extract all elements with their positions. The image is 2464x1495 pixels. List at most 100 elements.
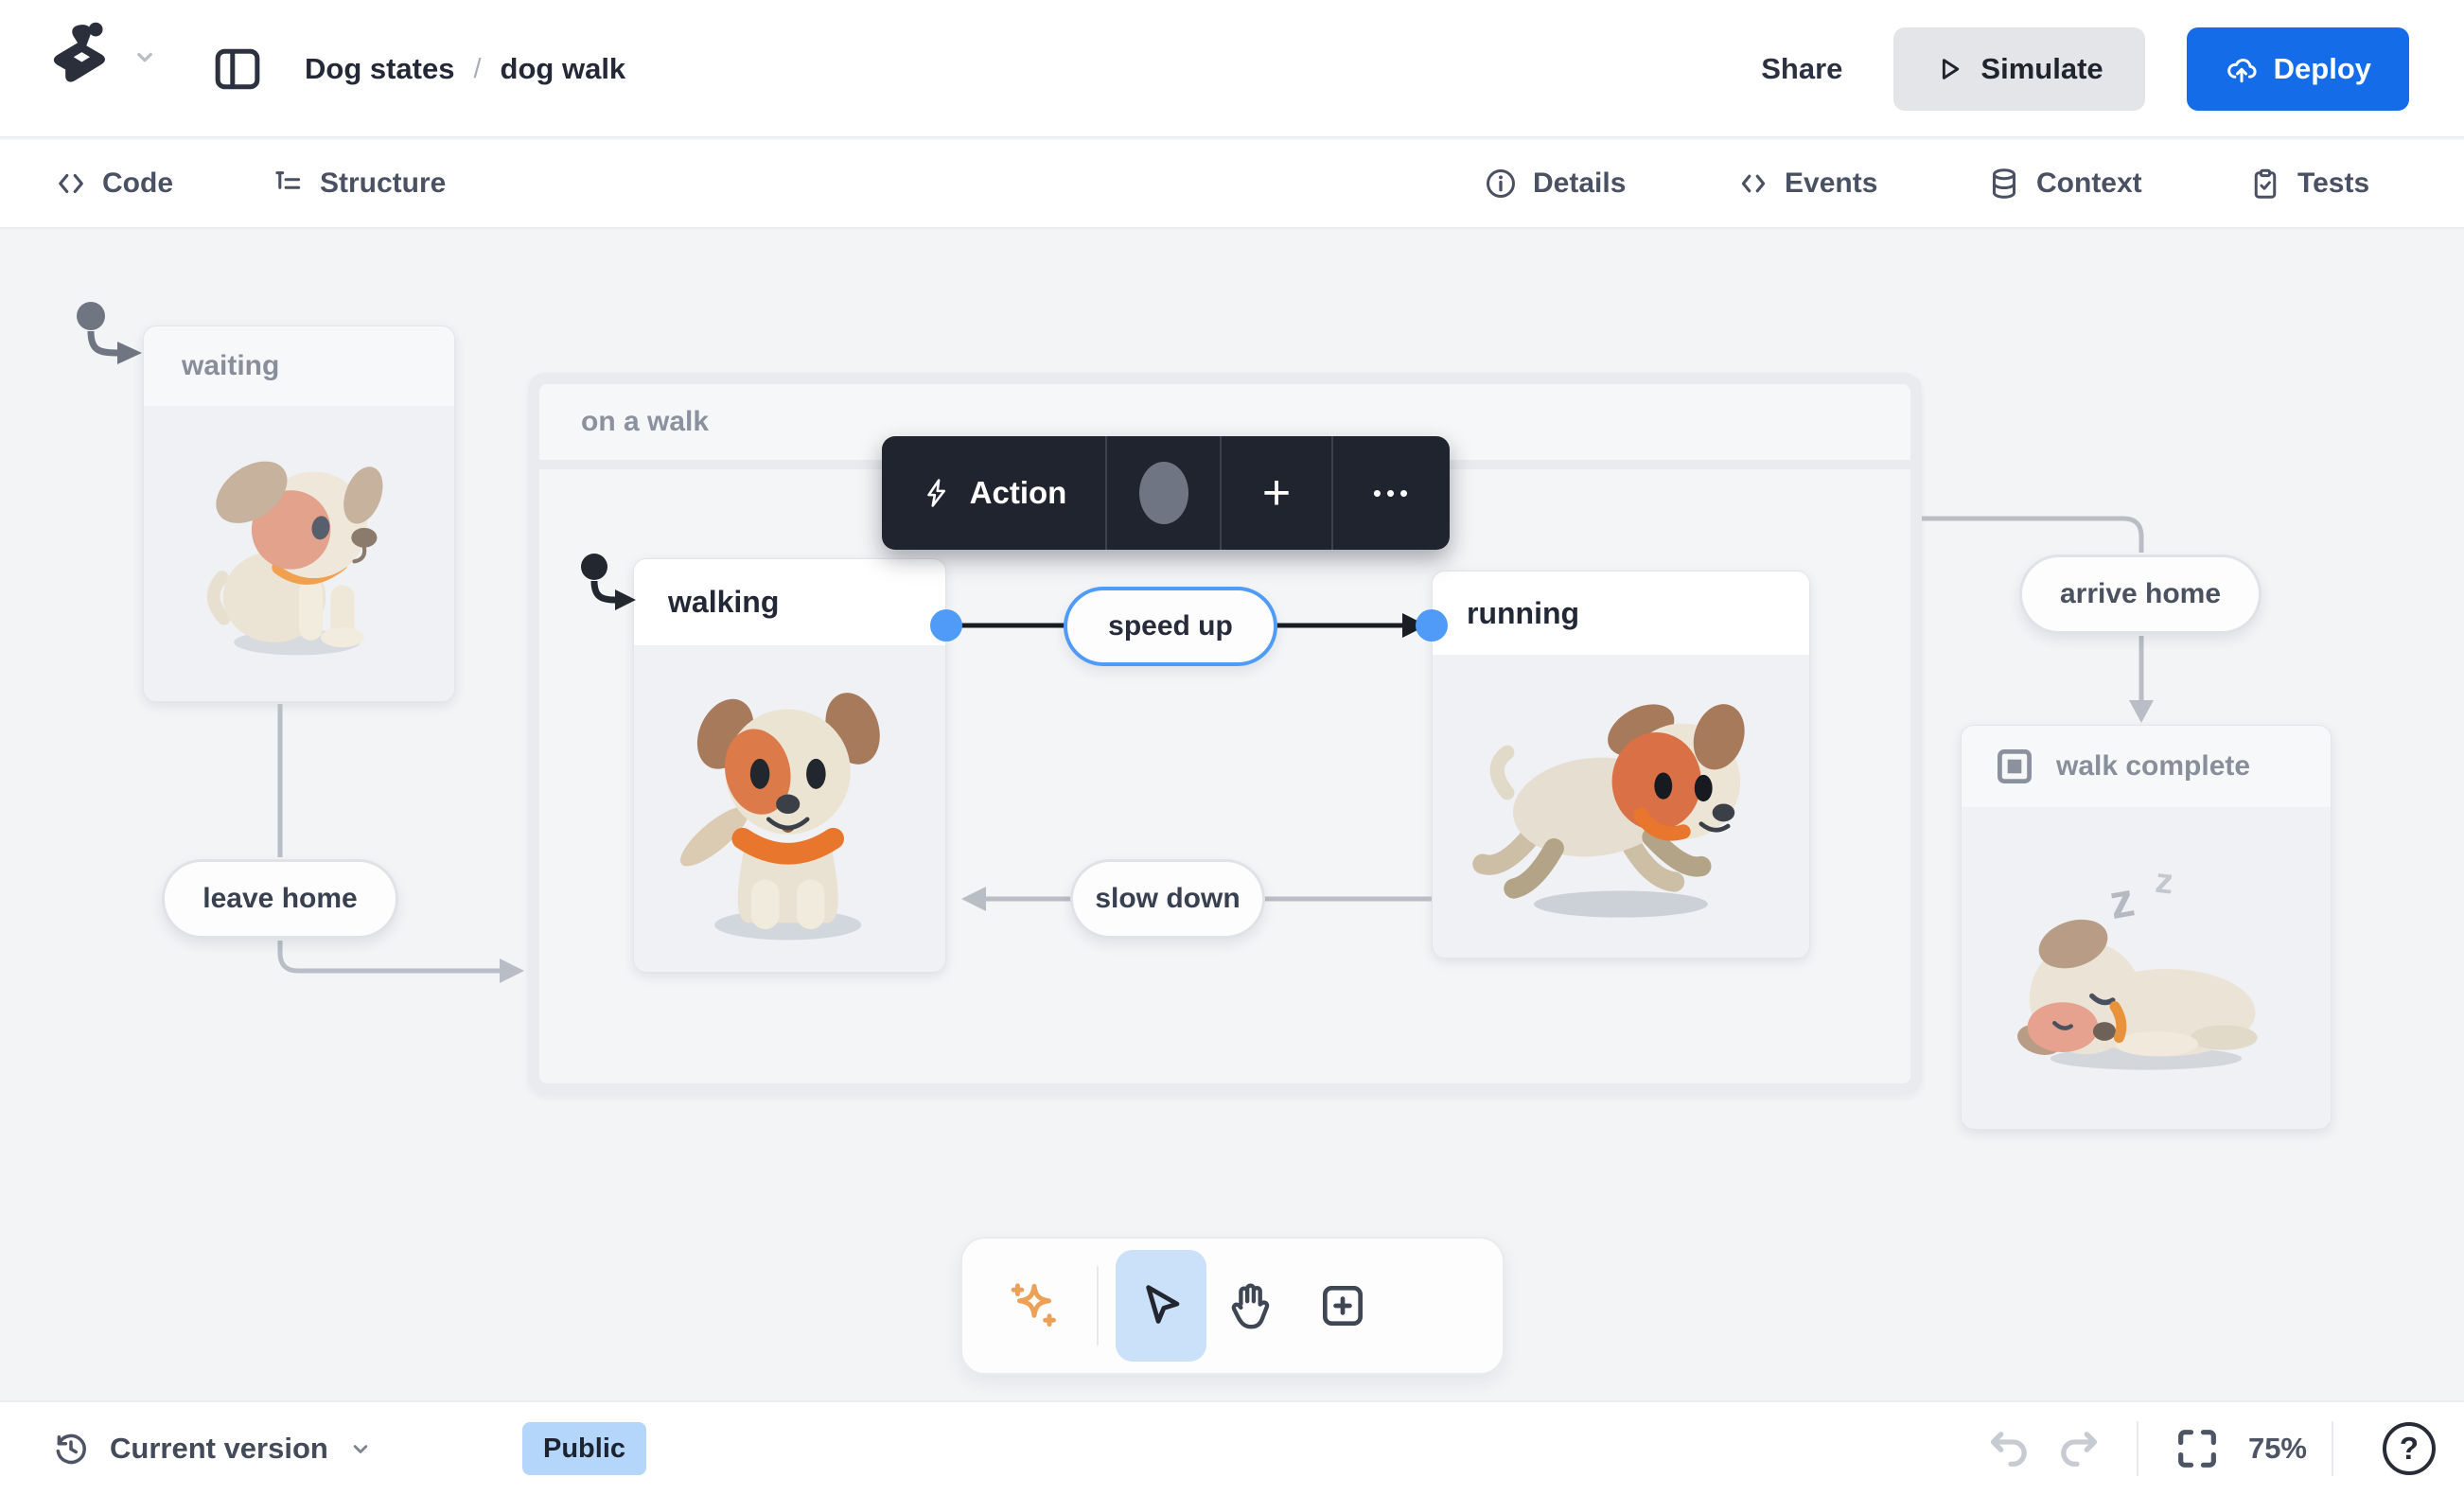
- state-header: waiting: [144, 326, 454, 406]
- footer-controls: 75% ?: [1976, 1402, 2436, 1495]
- select-tool-button[interactable]: [1116, 1250, 1206, 1362]
- header-actions: Share Simulate Deploy: [1751, 0, 2409, 138]
- transition-leave-home[interactable]: leave home: [162, 859, 398, 939]
- sleep-z-large: z: [2105, 872, 2138, 930]
- breadcrumb-machine[interactable]: dog walk: [500, 52, 626, 85]
- state-header: running: [1433, 572, 1809, 655]
- footer-bar: Current version Public: [0, 1400, 2464, 1495]
- state-label-walk-complete: walk complete: [2056, 750, 2251, 782]
- details-icon: [1487, 169, 1515, 198]
- breadcrumb: Dog states / dog walk: [305, 0, 625, 138]
- add-state-tool-button[interactable]: [1297, 1250, 1388, 1362]
- fullscreen-icon: [2178, 1430, 2216, 1468]
- tab-structure[interactable]: Structure: [273, 140, 446, 227]
- state-label-waiting: waiting: [182, 350, 280, 381]
- transition-speed-up[interactable]: speed up: [1064, 587, 1277, 666]
- tab-context[interactable]: Context: [1987, 140, 2142, 227]
- footer-divider: [2332, 1421, 2333, 1476]
- undo-button[interactable]: [1976, 1415, 2044, 1483]
- sleeping-puppy-image: z z: [2017, 860, 2258, 1070]
- deploy-label: Deploy: [2273, 52, 2371, 85]
- code-icon: [59, 173, 83, 194]
- chevron-down-icon: [137, 52, 152, 62]
- state-label-running: running: [1467, 595, 1580, 630]
- undo-icon: [1990, 1432, 2027, 1468]
- deploy-button[interactable]: Deploy: [2186, 27, 2409, 111]
- tab-context-label: Context: [2036, 167, 2142, 199]
- transition-label: leave home: [202, 883, 358, 914]
- sleep-z-small: z: [2154, 860, 2175, 902]
- workspace-menu[interactable]: [47, 19, 159, 95]
- play-icon: [1943, 59, 1960, 79]
- lightning-icon: [926, 479, 945, 507]
- state-header: walking: [634, 559, 945, 645]
- tab-code[interactable]: Code: [55, 140, 173, 227]
- version-picker[interactable]: Current version: [51, 1402, 374, 1495]
- state-label-walking: walking: [668, 585, 780, 619]
- palette-divider: [1097, 1266, 1099, 1346]
- tab-tests[interactable]: Tests: [2248, 140, 2369, 227]
- stately-logo-icon: [53, 22, 105, 82]
- edge-arrive-home-to-walk-complete: [2129, 636, 2154, 723]
- breadcrumb-project[interactable]: Dog states: [305, 52, 455, 85]
- state-color-button[interactable]: [1105, 436, 1220, 550]
- footer-divider: [2136, 1421, 2138, 1476]
- selection-action-toolbar: Action + •••: [882, 436, 1450, 550]
- visibility-badge[interactable]: Public: [522, 1422, 647, 1475]
- tab-structure-label: Structure: [320, 167, 447, 199]
- share-button[interactable]: Share: [1761, 52, 1843, 85]
- hand-pan-icon: [1231, 1283, 1270, 1329]
- state-body: [634, 645, 945, 972]
- state-node-waiting[interactable]: waiting: [143, 325, 455, 702]
- state-node-running[interactable]: running: [1432, 571, 1810, 959]
- sidebar-panel-icon: [215, 48, 260, 90]
- transition-arrive-home[interactable]: arrive home: [2019, 554, 2262, 634]
- top-header: Dog states / dog walk Share Simulate Dep…: [0, 0, 2464, 138]
- more-options-button[interactable]: •••: [1331, 436, 1448, 550]
- simulate-button[interactable]: Simulate: [1893, 27, 2145, 111]
- context-database-icon: [1993, 168, 2015, 199]
- zoom-level[interactable]: 75%: [2247, 1432, 2307, 1465]
- tab-events-label: Events: [1785, 167, 1878, 199]
- state-node-walking[interactable]: walking: [633, 558, 946, 973]
- fullscreen-button[interactable]: [2163, 1415, 2231, 1483]
- walking-puppy-image: [679, 693, 880, 941]
- machine-canvas[interactable]: on a walk: [0, 229, 2464, 1400]
- canvas-tool-palette: [960, 1237, 1505, 1375]
- version-label: Current version: [110, 1432, 328, 1465]
- add-element-button[interactable]: +: [1220, 436, 1331, 550]
- tab-code-label: Code: [102, 167, 173, 199]
- state-body: [144, 406, 454, 701]
- add-state-icon: [1323, 1286, 1363, 1326]
- state-header: walk complete: [1962, 726, 2331, 807]
- state-node-walk-complete[interactable]: walk complete z z: [1961, 725, 2332, 1130]
- simulate-label: Simulate: [1980, 52, 2103, 85]
- add-action-button[interactable]: Action: [882, 436, 1105, 550]
- help-button[interactable]: ?: [2383, 1422, 2436, 1475]
- chevron-down-icon: [353, 1445, 368, 1453]
- transition-label: speed up: [1108, 610, 1233, 642]
- pan-tool-button[interactable]: [1206, 1250, 1297, 1362]
- redo-button[interactable]: [2044, 1415, 2112, 1483]
- transition-label: slow down: [1095, 883, 1241, 914]
- sidebar-toggle-button[interactable]: [212, 44, 263, 95]
- cloud-upload-icon: [2226, 58, 2257, 83]
- edge-group-to-arrive-home: [1922, 516, 2144, 553]
- ellipsis-icon: •••: [1372, 478, 1414, 507]
- sparkle-ai-icon: [1011, 1283, 1056, 1328]
- tab-details[interactable]: Details: [1484, 140, 1626, 227]
- transition-label: arrive home: [2059, 578, 2222, 609]
- sitting-puppy-image: [206, 461, 383, 656]
- transition-slow-down[interactable]: slow down: [1070, 859, 1265, 939]
- group-label: on a walk: [581, 406, 710, 437]
- running-puppy-image: [1472, 704, 1745, 918]
- cursor-icon: [1146, 1285, 1180, 1324]
- ai-generate-tool-button[interactable]: [989, 1250, 1080, 1362]
- initial-marker-waiting: [77, 302, 142, 364]
- color-swatch-icon: [1138, 462, 1188, 524]
- view-toolbar: Code Structure Details Events: [0, 140, 2464, 229]
- action-label: Action: [969, 475, 1067, 510]
- tests-clipboard-icon: [2254, 168, 2277, 199]
- tab-events[interactable]: Events: [1737, 140, 1877, 227]
